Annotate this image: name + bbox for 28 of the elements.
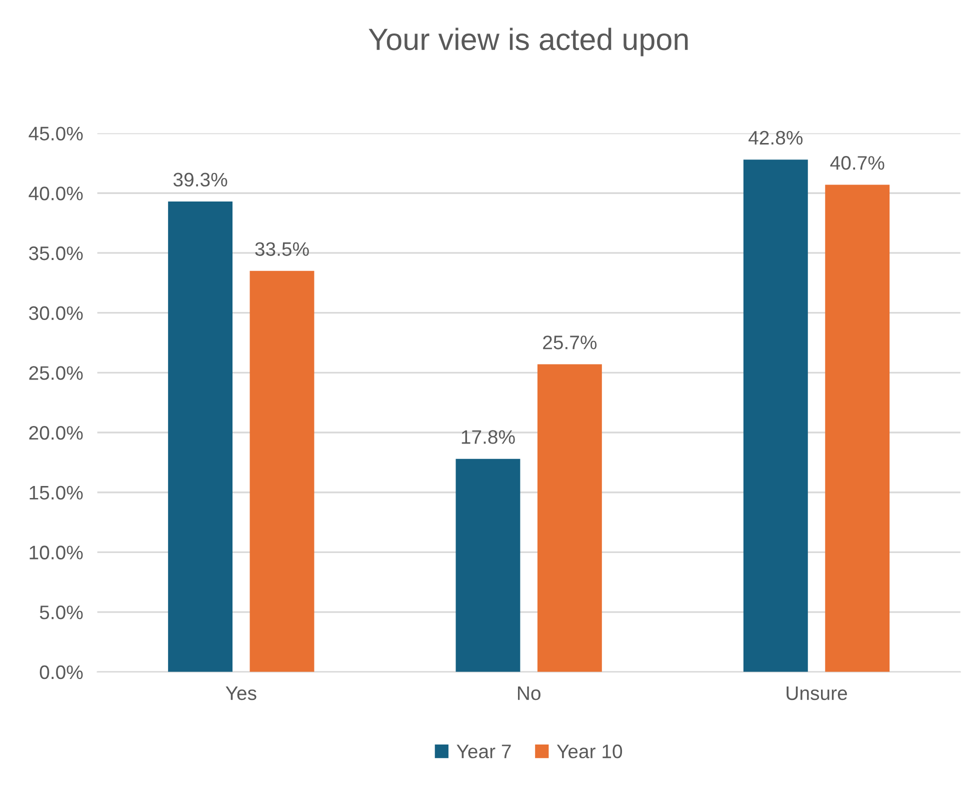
data-label: 42.8% [748,130,803,145]
x-tick-label: Yes [226,686,256,700]
x-tick-label: No [518,686,540,700]
data-label: 17.8% [462,430,515,444]
y-tick-label: 35.0% [29,246,83,260]
bar [250,270,314,672]
legend-label: Year 10 [556,744,622,758]
y-tick-label: 20.0% [29,426,83,440]
bar [456,458,520,672]
bar [743,160,808,672]
y-tick-label: 45.0% [28,126,83,141]
chart-title: Your view is acted upon [368,28,688,56]
bar [168,201,233,672]
data-label: 33.5% [255,242,309,256]
y-tick-label: 40.0% [28,186,83,200]
bar [537,364,602,672]
y-tick-label: 30.0% [29,306,83,320]
y-tick-label: 25.0% [29,366,83,380]
y-tick-label: 0.0% [40,665,83,680]
y-tick-label: 10.0% [30,546,83,560]
data-label: 40.7% [830,156,884,170]
bar [825,184,890,672]
data-label: 25.7% [543,336,597,350]
y-tick-label: 5.0% [40,606,83,620]
legend-label: Year 7 [456,744,511,758]
data-label: 39.3% [173,172,228,187]
y-tick-label: 15.0% [30,486,83,500]
x-tick-label: Unsure [786,686,847,700]
